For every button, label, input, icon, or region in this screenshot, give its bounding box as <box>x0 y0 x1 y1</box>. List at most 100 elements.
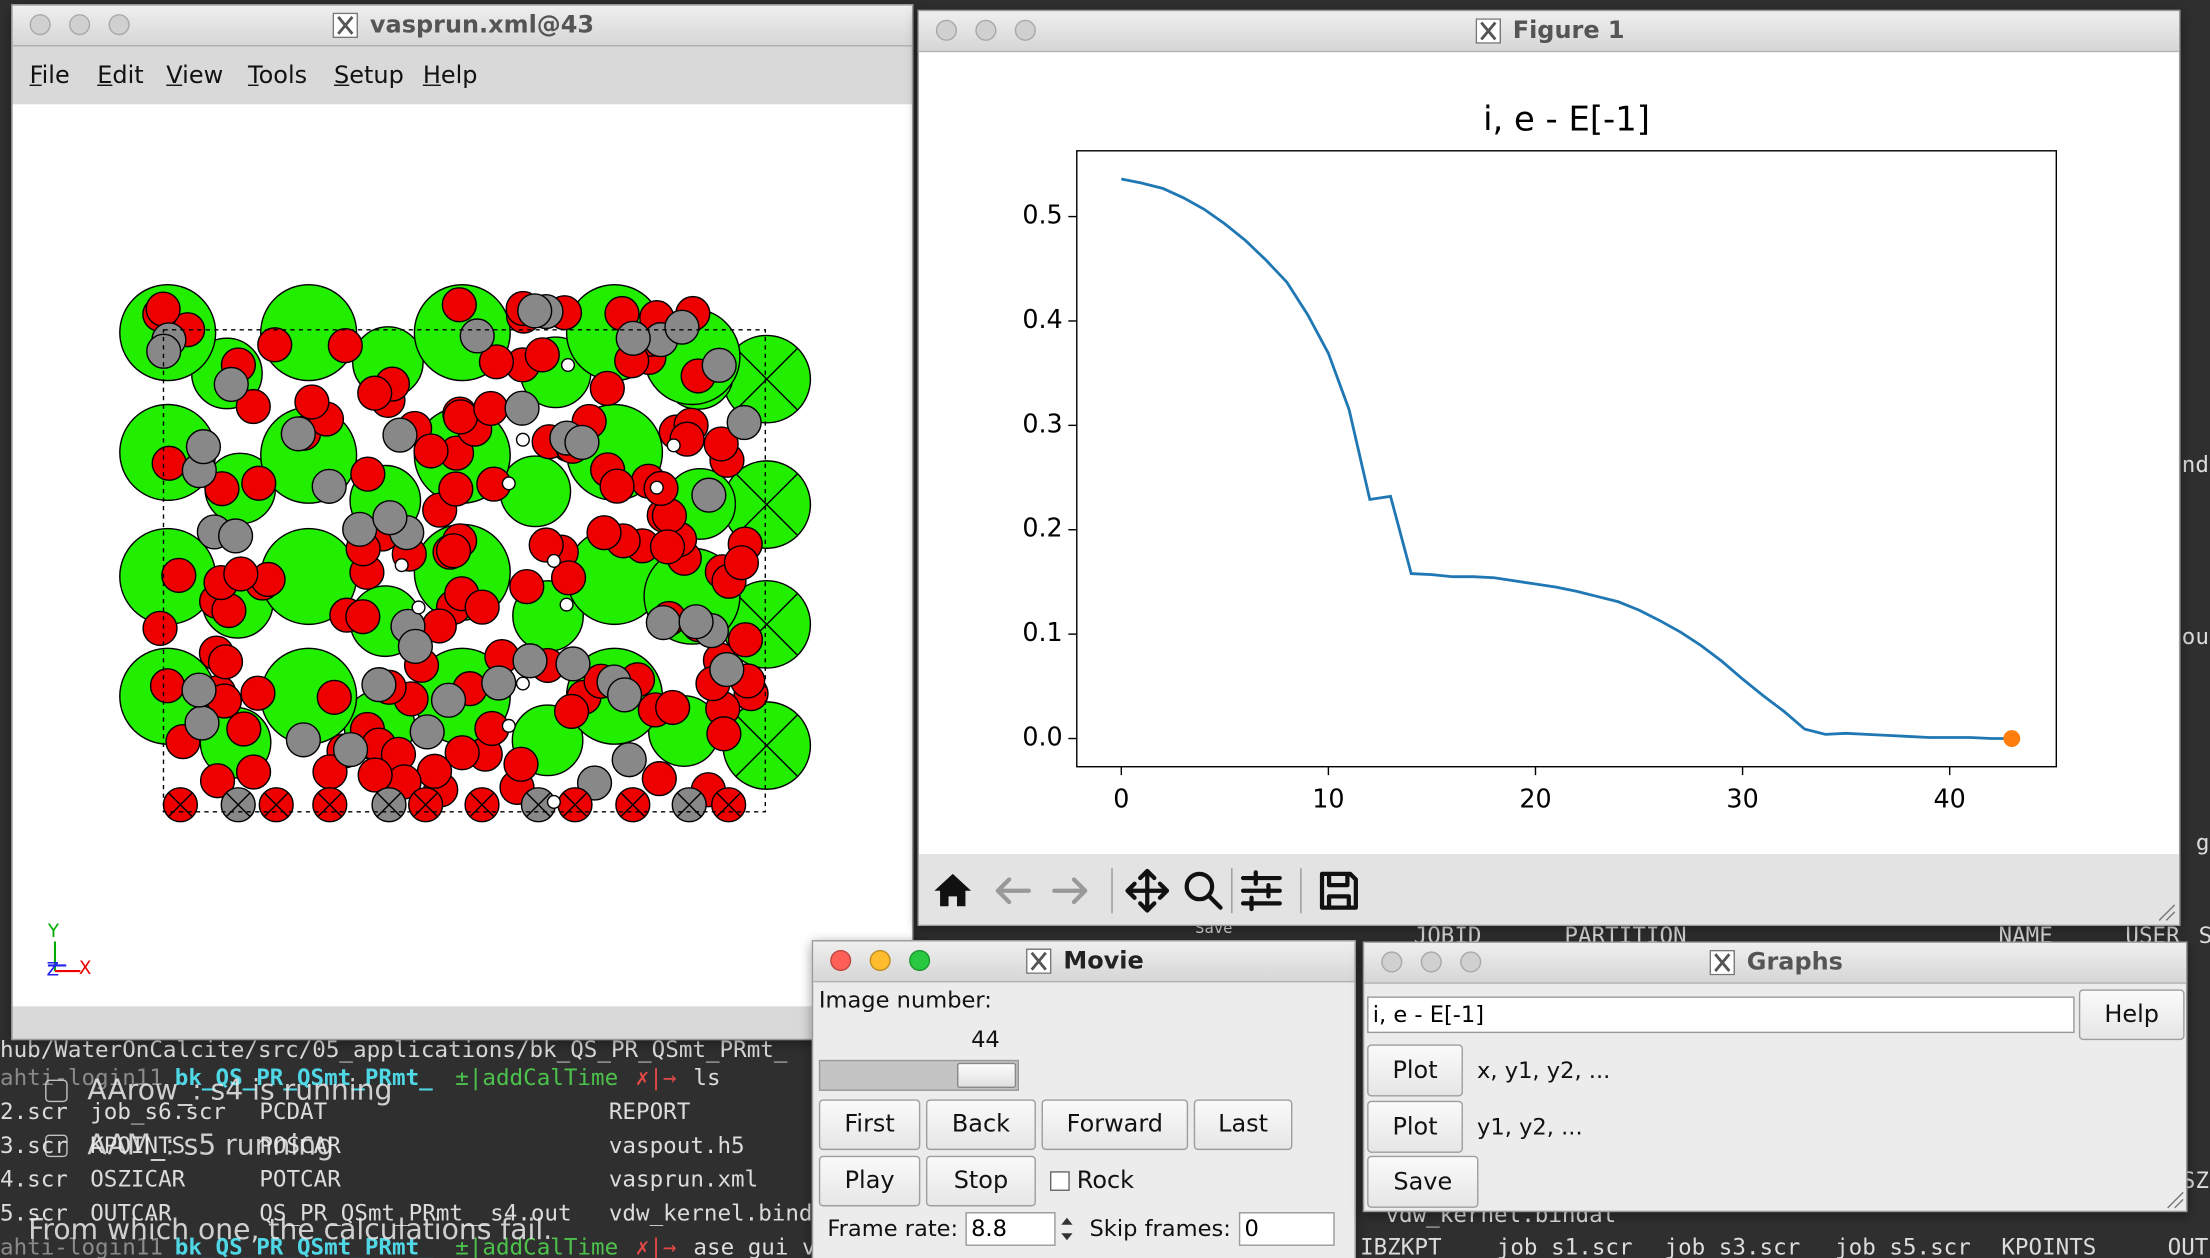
image-cross <box>676 792 702 818</box>
hydrogen-atom <box>501 476 516 491</box>
menu-item[interactable]: Tools <box>248 62 308 91</box>
hydrogen-atom <box>666 438 681 453</box>
calcium-atom <box>499 455 572 528</box>
oxygen-atom <box>257 327 293 363</box>
x-icon <box>333 12 359 39</box>
y-tick-label: 0.3 <box>1022 408 1062 438</box>
carbon-atom <box>481 665 517 701</box>
help-button[interactable]: Help <box>2078 989 2185 1041</box>
checkbox[interactable] <box>1050 1171 1070 1191</box>
grip-line <box>2167 1191 2184 1209</box>
image-cross <box>168 792 193 818</box>
file-name: REPORT <box>608 1097 691 1125</box>
carbon-atom <box>726 404 762 441</box>
carbon-atom <box>361 667 397 703</box>
window-title: Figure 1 <box>1512 16 1625 46</box>
file-name: KPOINTS <box>90 1131 186 1159</box>
window-control[interactable] <box>909 949 931 972</box>
oxygen-atom <box>345 599 381 635</box>
window-control[interactable] <box>29 14 51 36</box>
prompt-dir: bk_QS_PR_QSmt_PRmt_ <box>174 1064 433 1091</box>
image-number: 44 <box>971 1026 1000 1053</box>
menu-item[interactable]: View <box>166 62 224 91</box>
file-name: 4.scr <box>0 1165 68 1193</box>
window: Graphs i, e - E[-1] Help Plot x, y1, y2, ...… <box>1362 941 2188 1213</box>
window-control[interactable] <box>830 949 852 972</box>
forward-button <box>1052 877 1088 905</box>
carbon-atom <box>185 429 222 465</box>
window-control[interactable] <box>869 949 891 972</box>
image-cross <box>620 792 646 818</box>
x-tick-label: 20 <box>1519 784 1551 814</box>
oxygen-atom <box>723 545 760 581</box>
plot-button[interactable]: Plot <box>1367 1100 1463 1153</box>
button[interactable]: Last <box>1193 1099 1293 1151</box>
button[interactable]: First <box>818 1099 921 1151</box>
configure-button <box>1240 870 1282 912</box>
oxygen-atom <box>413 433 449 469</box>
oxygen-atom <box>241 465 277 501</box>
spin-down <box>1061 1233 1073 1241</box>
window-title: vasprun.xml@43 <box>369 11 595 40</box>
resize-grip <box>2158 904 2176 921</box>
button[interactable]: Forward <box>1041 1099 1189 1151</box>
plot: i, e - E[-1] 0.0 0.1 0.2 0.3 0.4 0.5 0 10 20 30 40 <box>1022 100 2058 814</box>
save-button[interactable]: Save <box>1367 1155 1479 1208</box>
carbon-atom <box>342 511 378 547</box>
text-input[interactable]: 0 <box>1238 1212 1335 1246</box>
window-control[interactable] <box>69 14 91 36</box>
file-name: vaspout.h5 <box>608 1131 745 1159</box>
window-control[interactable] <box>108 14 130 36</box>
prompt-status: ✗|→ <box>635 1233 677 1258</box>
carbon-atom <box>701 347 737 383</box>
menu-item[interactable]: Edit <box>97 62 144 91</box>
image-cross <box>735 714 798 777</box>
atoms <box>119 283 812 823</box>
hydrogen-atom <box>546 794 561 809</box>
x-tick-label: 10 <box>1312 784 1344 814</box>
window-control[interactable] <box>1420 951 1442 973</box>
button[interactable]: Play <box>818 1155 921 1207</box>
window-control[interactable] <box>975 19 997 41</box>
plot-button[interactable]: Plot <box>1367 1044 1463 1097</box>
button[interactable]: Stop <box>925 1155 1036 1207</box>
axis-label-x: X <box>79 958 92 979</box>
prompt-command: ls <box>693 1064 721 1091</box>
menu-item[interactable]: Help <box>422 62 478 91</box>
oxygen-atom <box>442 399 479 435</box>
menu-item[interactable]: File <box>29 62 70 91</box>
x-icon <box>1026 948 1053 974</box>
frame-slider[interactable] <box>818 1059 1019 1091</box>
carbon-atom <box>217 518 254 554</box>
window-control[interactable] <box>1381 951 1403 973</box>
carbon-atom <box>146 333 182 369</box>
carbon-atom <box>555 646 591 682</box>
oxygen-atom <box>161 557 197 593</box>
file-name: vdw_kernel.bind <box>608 1199 813 1227</box>
hydrogen-atom <box>515 432 530 447</box>
menu-item[interactable]: Setup <box>334 62 404 91</box>
carbon-atom <box>332 731 369 768</box>
oxygen-atom <box>641 761 677 797</box>
oxygen-atom <box>706 716 742 752</box>
oxygen-atom <box>327 327 363 364</box>
oxygen-atom <box>357 757 393 793</box>
window-control[interactable] <box>935 19 957 41</box>
button[interactable]: Back <box>925 1099 1036 1151</box>
carbon-atom <box>664 309 700 345</box>
oxygen-atom <box>145 291 181 327</box>
oxygen-atom <box>435 533 472 569</box>
oxygen-atom <box>599 468 635 504</box>
text-input[interactable]: 8.8 <box>965 1212 1056 1246</box>
oxygen-atom <box>235 754 272 790</box>
edge-fragment: g <box>2195 828 2210 856</box>
carbon-atom <box>512 643 548 679</box>
home-button <box>934 873 972 907</box>
window-control[interactable] <box>1014 19 1036 41</box>
expression-input[interactable]: i, e - E[-1] <box>1367 996 2075 1034</box>
slider-handle[interactable] <box>956 1062 1017 1089</box>
window-control[interactable] <box>1460 951 1482 973</box>
oxygen-atom <box>727 622 764 658</box>
